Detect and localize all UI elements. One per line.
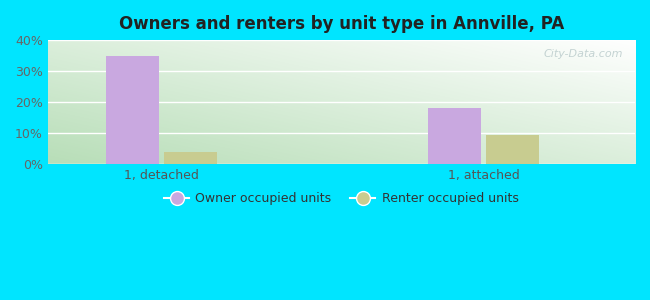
Bar bbox=[428, 108, 481, 164]
Bar bbox=[486, 135, 539, 164]
Legend: Owner occupied units, Renter occupied units: Owner occupied units, Renter occupied un… bbox=[159, 187, 523, 210]
Title: Owners and renters by unit type in Annville, PA: Owners and renters by unit type in Annvi… bbox=[119, 15, 564, 33]
Bar bbox=[164, 152, 217, 164]
Bar bbox=[106, 56, 159, 164]
Text: City-Data.com: City-Data.com bbox=[544, 49, 623, 59]
